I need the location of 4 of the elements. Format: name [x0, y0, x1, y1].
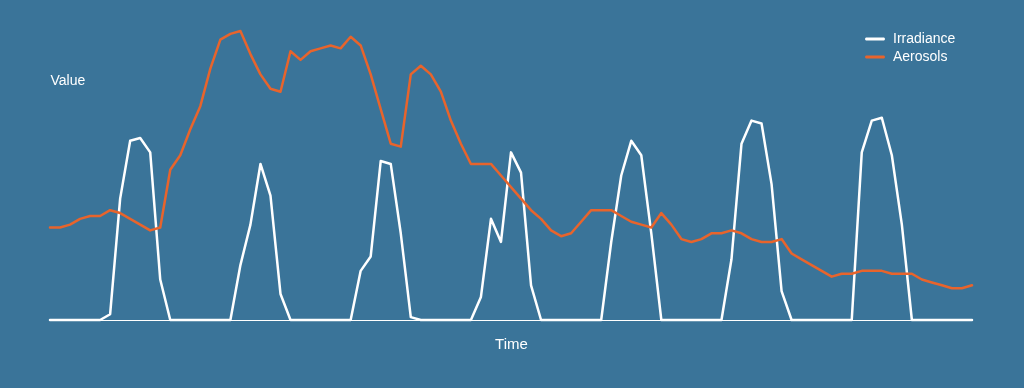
x-axis-title: Time [495, 334, 528, 352]
y-axis-title: Value [50, 71, 86, 88]
legend-label: Irradiance [893, 30, 956, 46]
legend-label: Aerosols [893, 48, 948, 64]
